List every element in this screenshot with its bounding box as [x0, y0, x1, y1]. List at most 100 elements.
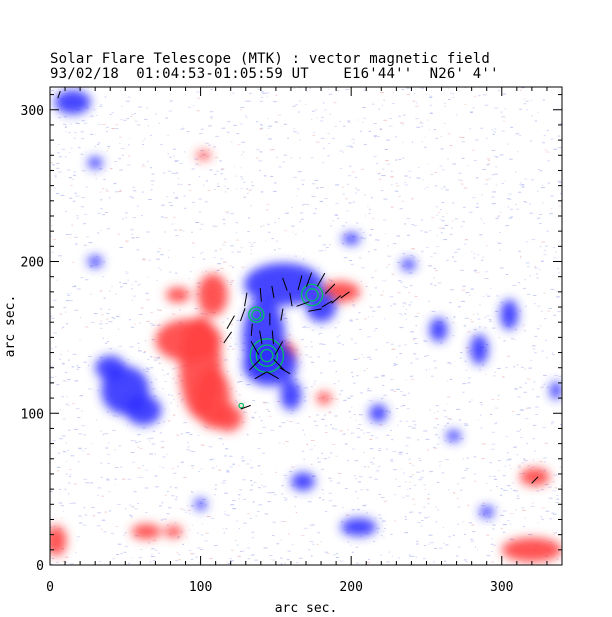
noise-speck	[58, 156, 62, 158]
noise-speck	[324, 414, 327, 416]
noise-speck	[496, 506, 498, 508]
noise-speck	[203, 184, 205, 186]
noise-speck	[370, 197, 373, 199]
noise-speck	[378, 448, 381, 449]
noise-speck	[245, 115, 247, 117]
noise-speck	[190, 553, 194, 555]
noise-speck	[100, 327, 103, 329]
noise-speck	[252, 500, 255, 502]
noise-speck	[267, 501, 271, 503]
noise-speck	[491, 431, 495, 433]
noise-speck	[386, 434, 390, 436]
noise-speck	[144, 340, 146, 342]
noise-speck	[297, 188, 300, 190]
noise-speck	[508, 464, 511, 466]
noise-speck	[150, 437, 154, 439]
noise-speck	[404, 344, 407, 346]
noise-speck	[424, 146, 427, 148]
noise-speck	[300, 354, 302, 356]
noise-speck	[298, 100, 301, 102]
noise-speck	[346, 145, 350, 147]
noise-speck	[301, 339, 304, 341]
noise-speck	[273, 182, 277, 184]
noise-speck	[229, 560, 234, 562]
noise-speck	[372, 218, 375, 220]
noise-speck	[415, 325, 417, 327]
noise-speck	[232, 508, 237, 510]
noise-speck	[182, 127, 185, 129]
y-tick-label: 200	[21, 256, 44, 271]
noise-speck	[311, 543, 315, 545]
noise-speck	[398, 115, 401, 117]
noise-speck	[390, 175, 394, 177]
noise-speck	[204, 540, 208, 542]
noise-speck	[373, 135, 377, 137]
noise-speck	[524, 178, 528, 180]
positive-region	[212, 404, 243, 432]
noise-speck	[427, 493, 430, 495]
noise-speck	[76, 288, 81, 290]
noise-speck	[153, 395, 157, 397]
noise-speck	[421, 219, 423, 221]
noise-speck	[470, 321, 474, 323]
noise-speck	[539, 461, 543, 463]
noise-speck	[50, 563, 53, 565]
noise-speck	[510, 488, 512, 490]
noise-speck	[376, 163, 379, 164]
noise-speck	[290, 413, 294, 415]
noise-speck	[226, 212, 229, 214]
noise-speck	[149, 367, 154, 369]
noise-speck	[277, 217, 281, 219]
noise-speck	[355, 192, 357, 194]
noise-speck	[542, 260, 544, 262]
noise-speck	[69, 233, 72, 235]
noise-speck	[51, 251, 54, 253]
noise-speck	[498, 90, 500, 92]
noise-speck	[157, 308, 159, 310]
positive-region	[165, 287, 191, 303]
noise-speck	[299, 221, 301, 223]
noise-speck	[182, 509, 186, 511]
noise-speck	[377, 306, 381, 308]
noise-speck	[67, 449, 70, 451]
noise-speck	[285, 477, 287, 479]
noise-speck	[139, 447, 143, 449]
noise-speck	[439, 218, 442, 220]
noise-speck	[521, 87, 524, 89]
noise-speck	[514, 339, 517, 341]
noise-speck	[71, 147, 73, 149]
noise-speck	[97, 232, 100, 234]
noise-speck	[364, 194, 366, 196]
noise-speck	[236, 381, 240, 383]
noise-speck	[498, 215, 500, 217]
noise-speck	[452, 97, 455, 99]
noise-speck	[217, 183, 219, 185]
noise-speck	[260, 420, 263, 422]
noise-speck	[342, 151, 344, 153]
noise-speck	[105, 189, 108, 191]
noise-speck	[324, 198, 328, 200]
noise-speck	[124, 545, 129, 547]
noise-speck	[342, 507, 344, 509]
noise-speck	[541, 350, 544, 352]
noise-speck	[411, 474, 414, 476]
noise-speck	[369, 438, 373, 440]
noise-speck	[460, 226, 464, 228]
noise-speck	[97, 495, 99, 496]
noise-speck	[106, 411, 109, 413]
noise-speck	[123, 282, 127, 284]
noise-speck	[556, 558, 558, 560]
noise-speck	[548, 486, 552, 488]
noise-speck	[445, 544, 449, 546]
noise-speck	[337, 90, 340, 92]
x-tick-label: 100	[189, 580, 212, 595]
noise-speck	[74, 236, 79, 238]
noise-speck	[362, 107, 366, 108]
noise-speck	[298, 157, 301, 159]
noise-speck	[321, 468, 324, 470]
noise-speck	[100, 528, 103, 530]
noise-speck	[504, 180, 506, 182]
noise-speck	[390, 184, 393, 186]
noise-speck	[398, 195, 401, 197]
noise-speck	[443, 542, 445, 544]
